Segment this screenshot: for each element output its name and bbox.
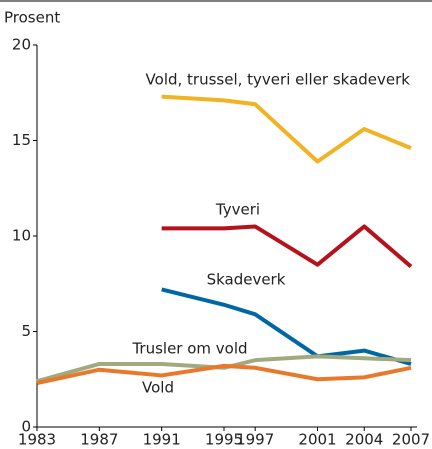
x-tick-label: 1995 xyxy=(205,431,243,449)
series-line xyxy=(161,94,412,164)
x-tick-label: 1983 xyxy=(18,431,56,449)
series-label: Tyveri xyxy=(215,201,260,219)
x-tick-label: 1997 xyxy=(236,431,274,449)
y-tick-label: 10 xyxy=(12,227,31,245)
y-tick-label: 20 xyxy=(12,36,31,54)
series-line xyxy=(36,363,412,386)
series-line xyxy=(161,224,413,269)
series-label: Vold, trussel, tyveri eller skadeverk xyxy=(146,71,411,89)
y-axis-label: Prosent xyxy=(4,9,60,27)
x-tick-label: 2007 xyxy=(392,431,430,449)
y-tick-label: 15 xyxy=(12,131,31,149)
x-tick-label: 2004 xyxy=(345,431,383,449)
x-tick-label: 1987 xyxy=(80,431,118,449)
y-tick-label: 5 xyxy=(21,322,31,340)
series-label: Vold xyxy=(142,379,174,397)
y-tick-label: 0 xyxy=(21,418,31,436)
series-label: Skadeverk xyxy=(207,271,286,289)
series-line xyxy=(36,354,412,384)
x-tick-label: 2001 xyxy=(298,431,336,449)
x-tick-label: 1991 xyxy=(143,431,181,449)
series-line xyxy=(161,287,412,366)
series-label: Trusler om vold xyxy=(131,340,247,358)
